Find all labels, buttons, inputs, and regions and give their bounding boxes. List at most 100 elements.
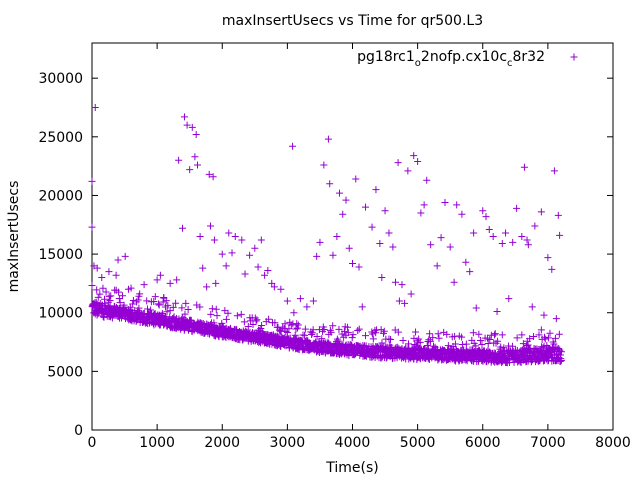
dense-point	[224, 309, 232, 317]
data-point	[179, 224, 187, 232]
dense-point	[291, 331, 299, 339]
dense-point	[475, 330, 483, 338]
dense-point	[369, 330, 377, 338]
y-tick-label: 25000	[38, 130, 83, 146]
data-point	[433, 262, 441, 270]
data-point	[466, 268, 474, 276]
plot-border	[91, 42, 614, 431]
legend: pg18rc1o2nofp.cx10cc8r32	[357, 49, 578, 69]
dense-point	[283, 328, 291, 336]
dense-point	[508, 342, 516, 350]
data-point	[544, 254, 552, 262]
data-point	[188, 123, 196, 131]
data-point	[303, 303, 311, 311]
data-point	[186, 166, 194, 174]
data-point	[156, 271, 164, 279]
data-point	[91, 104, 99, 111]
data-point	[453, 201, 461, 209]
data-point	[339, 210, 347, 218]
dense-point	[421, 345, 429, 353]
dense-point	[102, 288, 110, 296]
data-point	[376, 240, 384, 248]
data-point	[378, 274, 386, 282]
data-point	[404, 167, 412, 175]
data-point	[528, 303, 536, 311]
dense-point	[120, 301, 128, 309]
dense-point	[318, 335, 326, 343]
dense-point	[377, 326, 385, 334]
dense-point	[444, 342, 452, 350]
dense-point	[486, 336, 494, 344]
data-point	[355, 263, 363, 271]
dense-point	[500, 344, 508, 352]
dense-point	[301, 325, 309, 333]
dense-point	[329, 322, 337, 330]
dense-point	[219, 322, 227, 330]
data-point	[324, 135, 332, 143]
x-tick-label: 8000	[595, 435, 631, 451]
x-tick-label: 3000	[270, 435, 306, 451]
dense-point	[451, 340, 459, 348]
dense-point	[530, 333, 538, 341]
dense-point	[462, 340, 470, 348]
data-point	[410, 152, 418, 160]
data-point	[320, 161, 328, 169]
data-point	[368, 223, 376, 231]
x-tick-label: 4000	[335, 435, 371, 451]
data-point	[349, 259, 356, 267]
data-point	[414, 157, 422, 165]
data-point	[180, 113, 188, 121]
data-point	[389, 243, 397, 251]
data-point	[493, 308, 501, 316]
dense-point	[213, 312, 221, 320]
dense-point	[430, 342, 438, 350]
data-point	[241, 270, 249, 278]
dense-point	[308, 331, 316, 339]
data-point	[505, 295, 513, 303]
dense-point	[412, 328, 420, 336]
data-point	[254, 263, 262, 271]
dense-point	[415, 335, 423, 343]
data-point	[127, 284, 135, 292]
dense-point	[478, 341, 486, 349]
dense-point	[476, 336, 484, 344]
data-point	[450, 278, 458, 286]
dense-point	[472, 342, 480, 350]
dense-point	[458, 333, 466, 341]
dense-point	[557, 348, 565, 356]
dense-point	[196, 303, 204, 311]
data-point	[333, 233, 341, 240]
data-point	[420, 201, 428, 209]
data-point	[191, 153, 199, 161]
data-point	[225, 229, 233, 237]
legend-marker-plus	[570, 53, 578, 61]
data-point	[362, 203, 370, 211]
legend-text-part: 2nofp.cx10c	[421, 49, 507, 65]
dense-point	[118, 292, 126, 300]
data-point	[257, 236, 265, 244]
dense-point	[222, 315, 230, 323]
dense-point	[172, 299, 180, 307]
data-point	[540, 311, 548, 319]
dense-point	[100, 313, 108, 321]
dense-point	[96, 290, 104, 298]
dense-point	[298, 339, 306, 347]
dense-point	[271, 319, 279, 327]
data-point	[446, 243, 454, 251]
data-point	[552, 315, 560, 323]
dense-point	[535, 331, 543, 339]
dense-point	[181, 310, 189, 318]
data-point	[313, 252, 321, 260]
dense-point	[107, 292, 115, 300]
dense-point	[274, 332, 282, 340]
dense-point	[351, 351, 359, 359]
dense-point	[435, 334, 443, 342]
data-point	[554, 211, 562, 219]
data-point	[485, 225, 493, 233]
data-point	[326, 180, 334, 188]
x-axis-ticks: 0 1000 2000 3000 4000 5000 6000 7000 8000	[88, 43, 631, 451]
data-point	[192, 130, 200, 138]
data-point	[391, 278, 399, 286]
data-point	[98, 274, 106, 282]
data-point	[173, 276, 181, 284]
